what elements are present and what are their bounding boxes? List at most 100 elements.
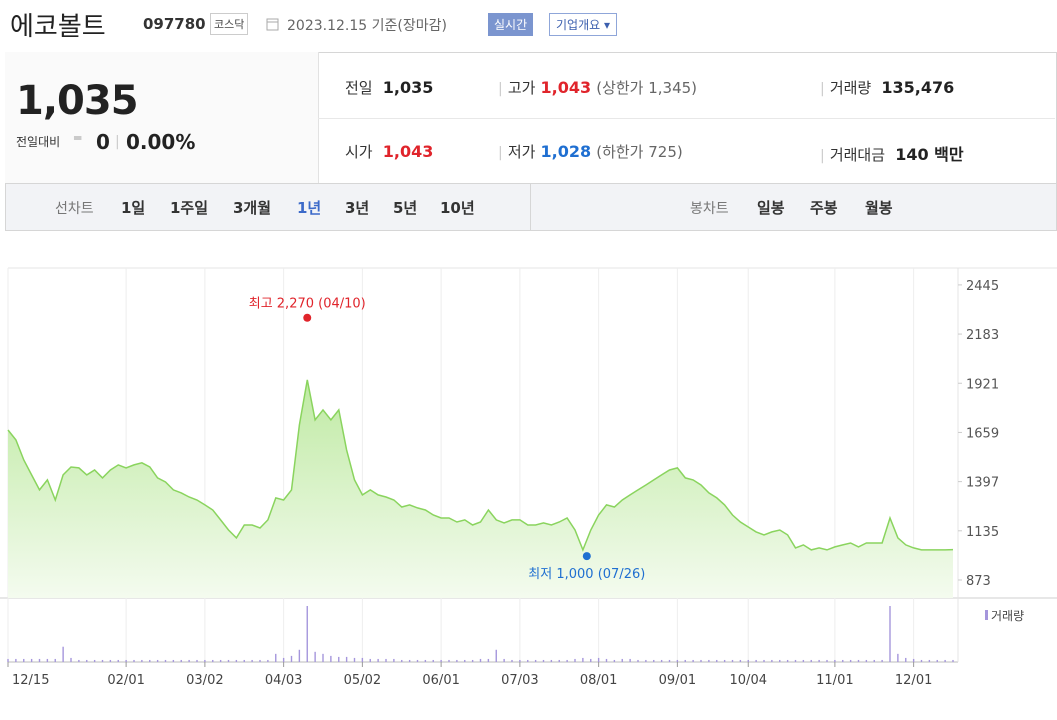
item: | 고가 1,043 (상한가 1,345)	[498, 78, 698, 97]
volume-bar	[464, 659, 466, 662]
volume-bar	[550, 659, 553, 662]
volume-bar	[802, 659, 805, 662]
company-button[interactable]: 기업개요 ▾	[549, 13, 618, 36]
volume-bar	[204, 659, 206, 662]
tab[interactable]: 일봉	[757, 199, 785, 217]
market-badge: 코스닥	[210, 13, 249, 35]
price: 1,035	[16, 78, 139, 124]
volume-bar	[487, 658, 490, 662]
annotation-dot	[582, 552, 591, 561]
item: 전일 1,035	[345, 77, 433, 98]
volume-bar	[660, 659, 663, 662]
tab[interactable]: 10년	[440, 199, 475, 217]
row-divider	[318, 118, 1055, 119]
flat-icon: ═	[74, 131, 82, 145]
volume-bar	[527, 659, 529, 662]
volume-bar	[849, 659, 852, 662]
tab-divider	[530, 184, 531, 230]
volume-bar	[282, 657, 285, 662]
y-tick-label: 2183	[966, 328, 999, 343]
volume-bar	[928, 659, 931, 662]
tab-bar	[5, 183, 1057, 231]
volume-bar	[54, 658, 56, 662]
tab[interactable]: 주봉	[810, 199, 838, 217]
volume-bar	[818, 659, 820, 662]
volume-bar	[716, 659, 718, 662]
volume-bar	[290, 655, 293, 662]
volume-bar	[275, 653, 277, 662]
item-value: 140 백만	[895, 145, 964, 164]
price-pane	[5, 52, 319, 183]
volume-bar	[794, 659, 797, 662]
volume-bar	[133, 659, 135, 662]
x-tick-label: 07/03	[501, 673, 538, 688]
volume-bar	[235, 659, 238, 662]
volume-bar	[306, 606, 308, 662]
item-label: 저가	[507, 143, 536, 161]
volume-bar	[15, 658, 17, 662]
x-tick-label: 09/01	[659, 673, 696, 688]
x-tick-label: 04/03	[265, 673, 302, 688]
volume-bar	[345, 656, 348, 662]
volume-bar	[180, 659, 182, 662]
volume-bar	[259, 659, 261, 662]
volume-bar	[755, 659, 757, 662]
volume-bar	[503, 658, 505, 662]
tab[interactable]: 1일	[121, 199, 146, 217]
volume-bar	[684, 659, 686, 662]
tab[interactable]: 5년	[393, 199, 418, 217]
volume-bar	[93, 659, 96, 662]
tab-active[interactable]: 1년	[297, 199, 322, 217]
volume-bar	[369, 658, 371, 662]
volume-bar	[251, 659, 253, 662]
x-tick-label: 08/01	[580, 673, 617, 688]
volume-bar	[613, 659, 616, 662]
volume-bar	[141, 659, 143, 662]
volume-legend: 거래량	[991, 609, 1024, 623]
y-tick-label: 2445	[966, 279, 999, 294]
volume-bar	[637, 659, 639, 662]
item-value: 1,043	[540, 78, 592, 97]
volume-bar	[479, 658, 482, 662]
date: 2023.12.15 기준(장마감)	[287, 15, 447, 35]
volume-bar	[361, 657, 364, 662]
volume-bar	[574, 658, 576, 662]
x-tick-label: 05/02	[344, 673, 381, 688]
tab[interactable]: 1주일	[170, 199, 209, 217]
volume-bar	[432, 659, 434, 662]
volume-bar	[582, 657, 584, 662]
volume-bar	[519, 659, 521, 662]
y-tick-label: 1659	[966, 426, 999, 441]
item: | 저가 1,028 (하한가 725)	[498, 142, 683, 161]
volume-bar	[676, 659, 679, 662]
company-button-text[interactable]: 기업개요	[556, 18, 601, 32]
volume-bar	[456, 659, 458, 662]
volume-bar	[511, 659, 513, 662]
volume-bar	[212, 659, 214, 662]
item-label: 고가	[507, 79, 536, 97]
annotation-label: 최저 1,000 (07/26)	[528, 567, 645, 582]
volume-bar	[471, 659, 474, 662]
tab[interactable]: 3개월	[233, 199, 272, 217]
calendar-icon	[266, 18, 279, 31]
volume-bar	[881, 659, 883, 662]
volume-bar	[857, 659, 860, 662]
realtime-button[interactable]: 실시간	[488, 13, 534, 36]
volume-bar	[23, 658, 25, 662]
item: 시가 1,043	[345, 141, 433, 162]
annotation-dot	[303, 313, 312, 322]
y-tick-label: 873	[966, 574, 991, 589]
volume-bar	[889, 606, 891, 662]
date-value: 2023.12.15	[287, 18, 368, 34]
tab[interactable]: 3년	[345, 199, 370, 217]
item-value: 1,043	[382, 142, 434, 161]
price-line	[7, 379, 954, 552]
volume-bar	[314, 651, 316, 662]
change-rate: 0.00%	[126, 130, 196, 154]
tab-group-label: 선차트	[55, 201, 94, 217]
volume-bar	[739, 659, 742, 662]
volume-bar	[125, 659, 127, 662]
tab[interactable]: 월봉	[865, 199, 893, 217]
volume-bar	[377, 658, 379, 662]
